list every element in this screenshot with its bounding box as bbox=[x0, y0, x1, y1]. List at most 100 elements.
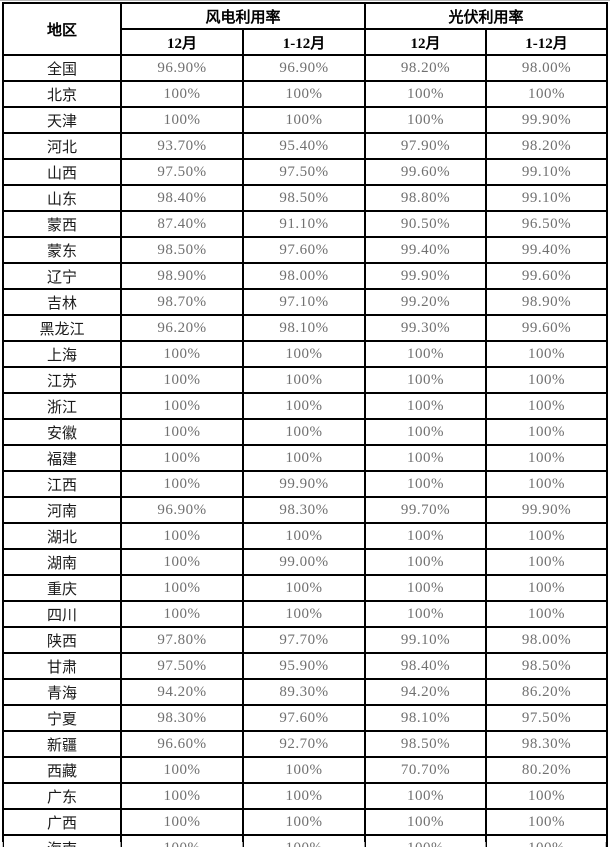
value-cell: 95.90% bbox=[241, 652, 367, 680]
value-cell: 100% bbox=[120, 418, 244, 446]
region-cell: 吉林 bbox=[2, 288, 122, 316]
value-cell: 100% bbox=[364, 340, 488, 368]
region-cell: 山西 bbox=[2, 158, 122, 186]
value-cell: 95.40% bbox=[241, 132, 367, 160]
value-cell: 98.70% bbox=[120, 288, 244, 316]
value-cell: 98.40% bbox=[364, 652, 488, 680]
value-cell: 100% bbox=[485, 782, 609, 810]
value-cell: 98.80% bbox=[364, 184, 488, 212]
table-row: 广西 100% 100% 100% 100% bbox=[2, 808, 609, 836]
value-cell: 97.90% bbox=[364, 132, 488, 160]
table-row: 湖南 100% 99.00% 100% 100% bbox=[2, 548, 609, 576]
value-cell: 100% bbox=[364, 808, 488, 836]
value-cell: 100% bbox=[120, 782, 244, 810]
value-cell: 99.00% bbox=[241, 548, 367, 576]
region-cell: 河南 bbox=[2, 496, 122, 524]
table-row: 甘肃 97.50% 95.90% 98.40% 98.50% bbox=[2, 652, 609, 680]
table-row: 湖北 100% 100% 100% 100% bbox=[2, 522, 609, 550]
value-cell: 94.20% bbox=[364, 678, 488, 706]
value-cell: 100% bbox=[241, 600, 367, 628]
table-row: 陕西 97.80% 97.70% 99.10% 98.00% bbox=[2, 626, 609, 654]
value-cell: 99.60% bbox=[364, 158, 488, 186]
region-cell: 西藏 bbox=[2, 756, 122, 784]
region-cell: 新疆 bbox=[2, 730, 122, 758]
table-row: 江苏 100% 100% 100% 100% bbox=[2, 366, 609, 394]
table-header: 地区 风电利用率 光伏利用率 12月 1-12月 12月 1-12月 bbox=[2, 2, 609, 56]
gridline-stub bbox=[364, 842, 365, 847]
value-cell: 96.90% bbox=[120, 54, 244, 82]
table-row: 四川 100% 100% 100% 100% bbox=[2, 600, 609, 628]
value-cell: 94.20% bbox=[120, 678, 244, 706]
value-cell: 100% bbox=[241, 782, 367, 810]
value-cell: 100% bbox=[120, 106, 244, 134]
value-cell: 97.80% bbox=[120, 626, 244, 654]
value-cell: 99.10% bbox=[485, 158, 609, 186]
value-cell: 98.50% bbox=[364, 730, 488, 758]
value-cell: 100% bbox=[241, 522, 367, 550]
value-cell: 100% bbox=[364, 548, 488, 576]
value-cell: 100% bbox=[364, 80, 488, 108]
table-row: 天津 100% 100% 100% 99.90% bbox=[2, 106, 609, 134]
value-cell: 99.10% bbox=[485, 184, 609, 212]
value-cell: 100% bbox=[485, 548, 609, 576]
value-cell: 100% bbox=[485, 418, 609, 446]
value-cell: 97.60% bbox=[241, 236, 367, 264]
value-cell: 92.70% bbox=[241, 730, 367, 758]
value-cell: 100% bbox=[241, 106, 367, 134]
table-row: 福建 100% 100% 100% 100% bbox=[2, 444, 609, 472]
value-cell: 96.20% bbox=[120, 314, 244, 342]
value-cell: 98.30% bbox=[120, 704, 244, 732]
table-row: 江西 100% 99.90% 100% 100% bbox=[2, 470, 609, 498]
value-cell: 100% bbox=[120, 80, 244, 108]
value-cell: 100% bbox=[120, 756, 244, 784]
region-cell: 北京 bbox=[2, 80, 122, 108]
value-cell: 80.20% bbox=[485, 756, 609, 784]
header-group-row: 地区 风电利用率 光伏利用率 bbox=[2, 2, 609, 56]
value-cell: 100% bbox=[120, 548, 244, 576]
value-cell: 99.30% bbox=[364, 314, 488, 342]
region-cell: 全国 bbox=[2, 54, 122, 82]
value-cell: 100% bbox=[485, 340, 609, 368]
value-cell: 99.40% bbox=[364, 236, 488, 264]
table-row: 安徽 100% 100% 100% 100% bbox=[2, 418, 609, 446]
table-row: 西藏 100% 100% 70.70% 80.20% bbox=[2, 756, 609, 784]
region-cell: 蒙东 bbox=[2, 236, 122, 264]
value-cell: 89.30% bbox=[241, 678, 367, 706]
wind-jan-dec-header: 1-12月 bbox=[241, 28, 367, 56]
value-cell: 99.90% bbox=[364, 262, 488, 290]
value-cell: 98.20% bbox=[485, 132, 609, 160]
table-row: 辽宁 98.90% 98.00% 99.90% 99.60% bbox=[2, 262, 609, 290]
value-cell: 100% bbox=[241, 808, 367, 836]
value-cell: 100% bbox=[364, 366, 488, 394]
region-cell: 海南 bbox=[2, 834, 122, 847]
region-cell: 浙江 bbox=[2, 392, 122, 420]
value-cell: 100% bbox=[120, 522, 244, 550]
value-cell: 86.20% bbox=[485, 678, 609, 706]
value-cell: 100% bbox=[241, 340, 367, 368]
value-cell: 97.50% bbox=[241, 158, 367, 186]
value-cell: 98.10% bbox=[364, 704, 488, 732]
value-cell: 99.10% bbox=[364, 626, 488, 654]
gridline-stub bbox=[485, 842, 486, 847]
region-cell: 广东 bbox=[2, 782, 122, 810]
value-cell: 100% bbox=[241, 756, 367, 784]
value-cell: 100% bbox=[120, 600, 244, 628]
value-cell: 100% bbox=[241, 366, 367, 394]
table-row: 山东 98.40% 98.50% 98.80% 99.10% bbox=[2, 184, 609, 212]
table-row: 青海 94.20% 89.30% 94.20% 86.20% bbox=[2, 678, 609, 706]
value-cell: 100% bbox=[364, 522, 488, 550]
value-cell: 100% bbox=[364, 600, 488, 628]
value-cell: 100% bbox=[485, 470, 609, 498]
region-cell: 辽宁 bbox=[2, 262, 122, 290]
pv-utilization-group-header: 光伏利用率 bbox=[364, 2, 609, 30]
value-cell: 100% bbox=[241, 834, 367, 847]
table-row: 河南 96.90% 98.30% 99.70% 99.90% bbox=[2, 496, 609, 524]
top-gridline bbox=[0, 0, 610, 1]
value-cell: 100% bbox=[485, 808, 609, 836]
table-body: 全国 96.90% 96.90% 98.20% 98.00% 北京 100% 100% 100%… bbox=[2, 54, 609, 847]
value-cell: 98.00% bbox=[485, 626, 609, 654]
value-cell: 98.00% bbox=[241, 262, 367, 290]
value-cell: 98.10% bbox=[241, 314, 367, 342]
value-cell: 100% bbox=[485, 522, 609, 550]
region-cell: 甘肃 bbox=[2, 652, 122, 680]
